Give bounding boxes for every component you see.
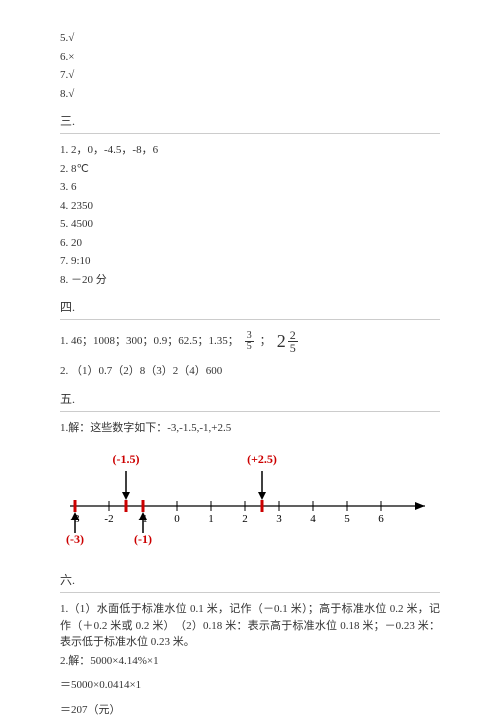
separator: ； xyxy=(260,333,271,350)
s3-item: 5. 4500 xyxy=(60,216,440,233)
s5-line1: 1.解：这些数字如下：-3,-1.5,-1,+2.5 xyxy=(60,420,440,437)
svg-text:2: 2 xyxy=(242,513,248,525)
svg-text:(-3): (-3) xyxy=(66,532,84,546)
section-3-header: 三. xyxy=(60,112,440,134)
svg-text:-2: -2 xyxy=(104,513,113,525)
number-line-svg: -3-2-10123456(-1.5)(+2.5)(-3)(-1) xyxy=(65,451,435,551)
svg-text:3: 3 xyxy=(276,513,282,525)
mixed-number: 2 2 5 xyxy=(277,328,298,355)
tf-item: 7.√ xyxy=(60,67,440,84)
svg-text:4: 4 xyxy=(310,513,316,525)
section-5-answers: 1.解：这些数字如下：-3,-1.5,-1,+2.5 -3-2-10123456… xyxy=(60,420,440,552)
tf-item: 5.√ xyxy=(60,30,440,47)
tf-item: 8.√ xyxy=(60,86,440,103)
svg-text:6: 6 xyxy=(378,513,384,525)
svg-text:0: 0 xyxy=(174,513,180,525)
svg-text:1: 1 xyxy=(208,513,214,525)
s3-item: 1. 2，0，-4.5，-8，6 xyxy=(60,142,440,159)
svg-text:(-1): (-1) xyxy=(134,532,152,546)
s6-line: ＝207（元） xyxy=(60,702,440,718)
s3-item: 8. －20 分 xyxy=(60,272,440,289)
s4-line1-prefix: 1. 46；1008；300；0.9；62.5；1.35； xyxy=(60,333,239,350)
fraction-3-5: 3 5 xyxy=(245,331,254,352)
s3-item: 6. 20 xyxy=(60,235,440,252)
section-5-header: 五. xyxy=(60,390,440,412)
section-6-answers: 1.（1）水面低于标准水位 0.1 米，记作（－0.1 米）；高于标准水位 0.… xyxy=(60,601,440,718)
section-4-header: 四. xyxy=(60,298,440,320)
s6-line: 1.（1）水面低于标准水位 0.1 米，记作（－0.1 米）；高于标准水位 0.… xyxy=(60,601,440,651)
s3-item: 2. 8℃ xyxy=(60,161,440,178)
s4-line2: 2. （1）0.7（2）8（3）2（4）600 xyxy=(60,363,440,380)
number-line-chart: -3-2-10123456(-1.5)(+2.5)(-3)(-1) xyxy=(60,451,440,551)
s6-line: ＝5000×0.0414×1 xyxy=(60,677,440,694)
s3-item: 3. 6 xyxy=(60,179,440,196)
svg-text:(+2.5): (+2.5) xyxy=(247,452,277,466)
section-3-answers: 1. 2，0，-4.5，-8，6 2. 8℃ 3. 6 4. 2350 5. 4… xyxy=(60,142,440,288)
svg-text:5: 5 xyxy=(344,513,350,525)
tf-item: 6.× xyxy=(60,49,440,66)
s4-line1: 1. 46；1008；300；0.9；62.5；1.35； 3 5 ； 2 2 … xyxy=(60,328,440,355)
s3-item: 4. 2350 xyxy=(60,198,440,215)
section-4-answers: 1. 46；1008；300；0.9；62.5；1.35； 3 5 ； 2 2 … xyxy=(60,328,440,380)
s3-item: 7. 9:10 xyxy=(60,253,440,270)
svg-text:(-1.5): (-1.5) xyxy=(113,452,140,466)
truefalse-block: 5.√ 6.× 7.√ 8.√ xyxy=(60,30,440,102)
s6-line: 2.解：5000×4.14%×1 xyxy=(60,653,440,670)
section-6-header: 六. xyxy=(60,571,440,593)
